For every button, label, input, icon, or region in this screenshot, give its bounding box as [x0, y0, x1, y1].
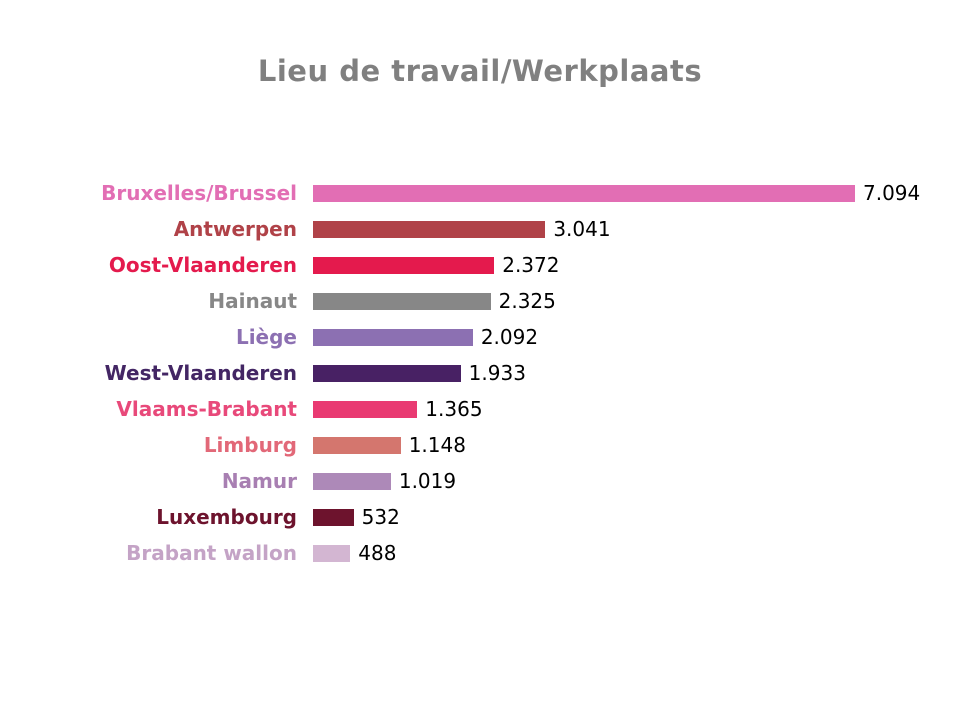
bar-track: 2.372	[313, 253, 855, 277]
bar-track: 1.933	[313, 361, 855, 385]
bar	[313, 184, 855, 202]
bar	[313, 256, 495, 274]
chart-row: Brabant wallon 488	[0, 535, 960, 571]
category-label: Vlaams-Brabant	[116, 397, 297, 421]
bar-chart: Bruxelles/Brussel 7.094 Antwerpen 3.041 …	[0, 175, 960, 571]
value-label: 532	[361, 505, 400, 529]
bar-track: 532	[313, 505, 855, 529]
chart-row: Namur 1.019	[0, 463, 960, 499]
category-label: Liège	[235, 325, 297, 349]
value-label: 1.933	[468, 361, 526, 385]
value-label: 488	[358, 541, 397, 565]
category-label: Antwerpen	[173, 217, 297, 241]
category-label: Brabant wallon	[126, 541, 297, 565]
category-label: Limburg	[203, 433, 297, 457]
bar	[313, 364, 461, 382]
chart-row: Luxembourg 532	[0, 499, 960, 535]
bar	[313, 544, 351, 562]
chart-row: Vlaams-Brabant 1.365	[0, 391, 960, 427]
bar-track: 3.041	[313, 217, 855, 241]
bar-track: 1.148	[313, 433, 855, 457]
bar-track: 7.094	[313, 181, 920, 205]
value-label: 1.019	[398, 469, 457, 493]
category-label: West-Vlaanderen	[104, 361, 297, 385]
chart-title: Lieu de travail/Werkplaats	[257, 54, 703, 88]
value-label: 1.148	[408, 433, 466, 457]
value-label: 7.094	[863, 181, 921, 205]
bar	[313, 472, 391, 490]
category-label: Oost-Vlaanderen	[108, 253, 297, 277]
category-label: Luxembourg	[156, 505, 297, 529]
bar	[313, 436, 401, 454]
chart-row: Hainaut 2.325	[0, 283, 960, 319]
chart-row: Oost-Vlaanderen 2.372	[0, 247, 960, 283]
bar-track: 1.019	[313, 469, 855, 493]
bar	[313, 292, 491, 310]
chart-row: Antwerpen 3.041	[0, 211, 960, 247]
bar-track: 1.365	[313, 397, 855, 421]
value-label: 3.041	[553, 217, 611, 241]
chart-row: Liège 2.092	[0, 319, 960, 355]
value-label: 2.372	[502, 253, 560, 277]
value-label: 2.092	[480, 325, 539, 349]
value-label: 2.325	[498, 289, 556, 313]
bar-track: 2.092	[313, 325, 855, 349]
chart-row: Bruxelles/Brussel 7.094	[0, 175, 960, 211]
chart-row: Limburg 1.148	[0, 427, 960, 463]
category-label: Bruxelles/Brussel	[101, 181, 297, 205]
value-label: 1.365	[425, 397, 483, 421]
bar	[313, 328, 473, 346]
bar	[313, 400, 418, 418]
category-label: Hainaut	[208, 289, 297, 313]
bar	[313, 220, 546, 238]
bar	[313, 508, 354, 526]
chart-row: West-Vlaanderen 1.933	[0, 355, 960, 391]
bar-track: 488	[313, 541, 855, 565]
category-label: Namur	[221, 469, 297, 493]
bar-track: 2.325	[313, 289, 855, 313]
